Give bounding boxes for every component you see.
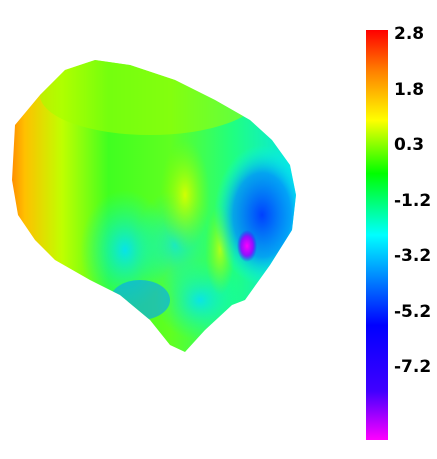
- colorbar-tick-label: 1.8: [394, 79, 425, 100]
- colorbar: [366, 30, 388, 440]
- colorbar-tick-label: -5.2: [394, 301, 432, 322]
- colorbar-tick-label: 2.8: [394, 24, 425, 44]
- colorbar-tick-label: 0.3: [394, 135, 425, 155]
- colorbar-tick-label: -3.2: [394, 246, 432, 266]
- colorbar-tick-label: -1.2: [394, 190, 432, 211]
- surface-plot: [12, 60, 296, 352]
- colorbar-tick-label: -7.2: [394, 357, 432, 377]
